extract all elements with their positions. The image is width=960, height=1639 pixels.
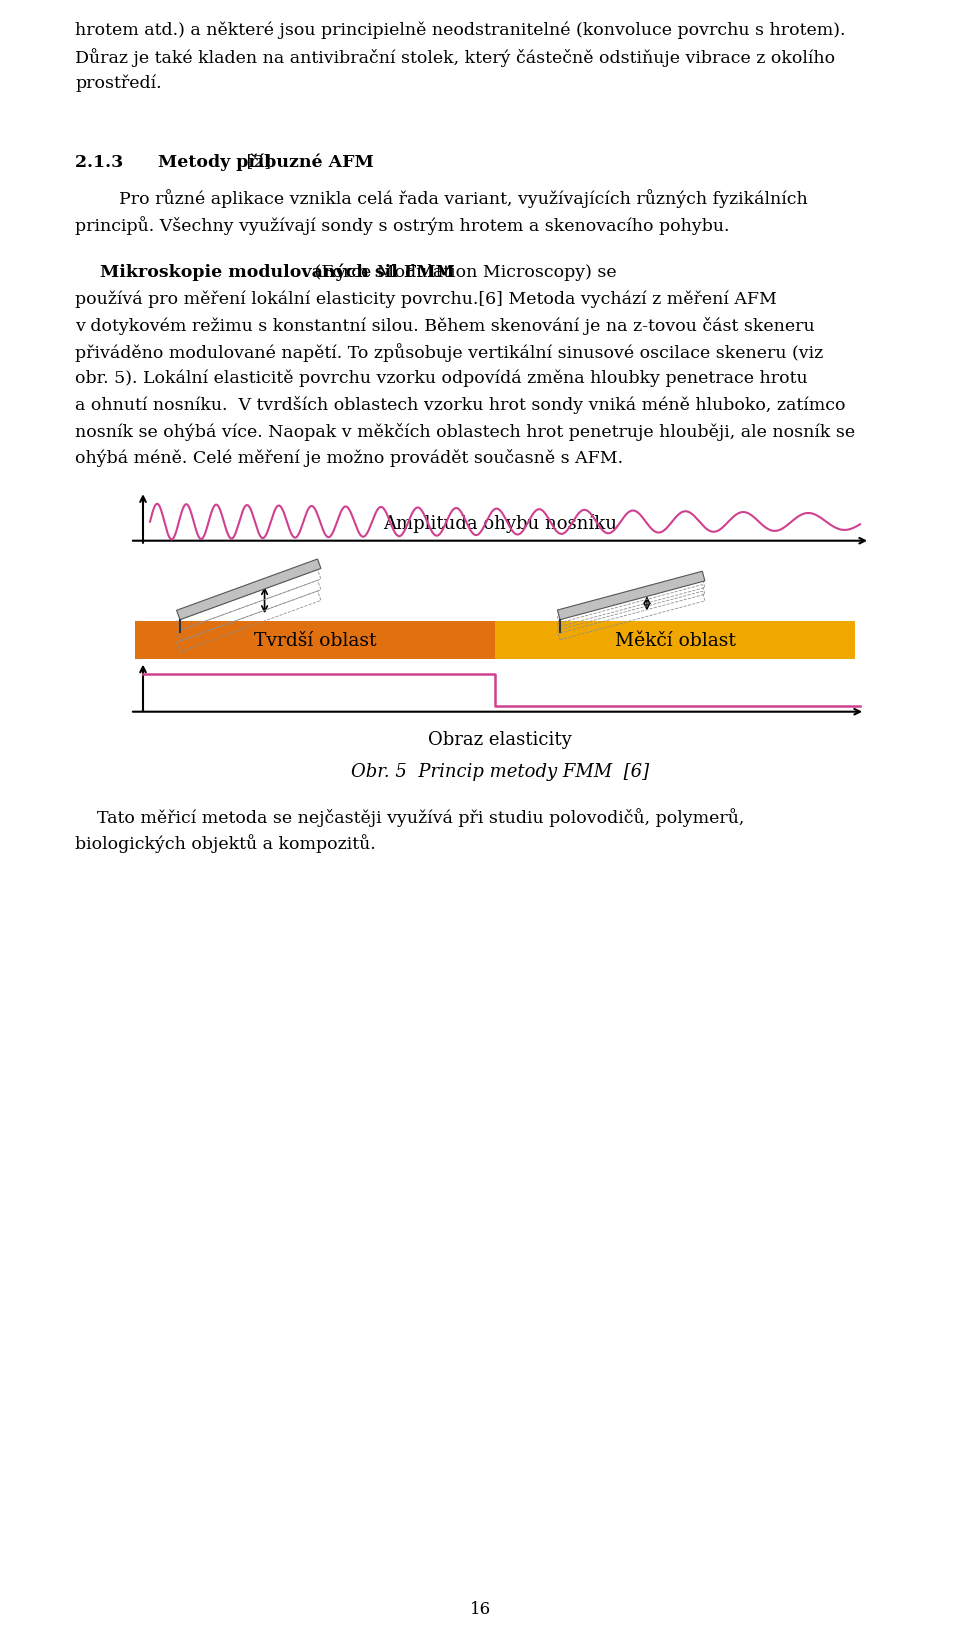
Text: (Force Modulation Microscopy) se: (Force Modulation Microscopy) se	[309, 264, 616, 280]
Text: Obr. 5  Princip metody FMM  [6]: Obr. 5 Princip metody FMM [6]	[351, 762, 649, 780]
Text: Tvrdší oblast: Tvrdší oblast	[253, 631, 376, 649]
Polygon shape	[558, 572, 705, 620]
Text: Amplituda ohybu nosníku: Amplituda ohybu nosníku	[383, 513, 617, 533]
Text: Mikroskopie modulovaných sil FMM: Mikroskopie modulovaných sil FMM	[100, 264, 455, 280]
Text: Obraz elasticity: Obraz elasticity	[428, 731, 572, 749]
Text: [2]: [2]	[241, 154, 271, 170]
Text: principů. Všechny využívají sondy s ostrým hrotem a skenovacího pohybu.: principů. Všechny využívají sondy s ostr…	[75, 216, 730, 234]
Text: ohýbá méně. Celé měření je možno provádět současně s AFM.: ohýbá méně. Celé měření je možno provádě…	[75, 449, 623, 467]
Text: Pro různé aplikace vznikla celá řada variant, využívajících různých fyzikálních: Pro různé aplikace vznikla celá řada var…	[75, 190, 807, 208]
Text: 16: 16	[469, 1600, 491, 1618]
Text: biologických objektů a kompozitů.: biologických objektů a kompozitů.	[75, 834, 375, 852]
Text: přiváděno modulované napětí. To způsobuje vertikální sinusové oscilace skeneru (: přiváděno modulované napětí. To způsobuj…	[75, 343, 824, 362]
Text: Měkčí oblast: Měkčí oblast	[614, 631, 735, 649]
Text: nosník se ohýbá více. Naopak v měkčích oblastech hrot penetruje hlouběji, ale no: nosník se ohýbá více. Naopak v měkčích o…	[75, 423, 855, 441]
Text: 2.1.3  Metody příbuzné AFM: 2.1.3 Metody příbuzné AFM	[75, 154, 373, 170]
Text: a ohnutí nosníku.  V tvrdších oblastech vzorku hrot sondy vniká méně hluboko, za: a ohnutí nosníku. V tvrdších oblastech v…	[75, 397, 846, 415]
Polygon shape	[177, 559, 321, 620]
Polygon shape	[135, 621, 495, 659]
Text: obr. 5). Lokální elasticitě povrchu vzorku odpovídá změna hloubky penetrace hrot: obr. 5). Lokální elasticitě povrchu vzor…	[75, 369, 807, 387]
Polygon shape	[495, 621, 855, 659]
Text: Důraz je také kladen na antivibrační stolek, který částečně odstiňuje vibrace z : Důraz je také kladen na antivibrační sto…	[75, 49, 835, 67]
Text: v dotykovém režimu s konstantní silou. Během skenování je na z-tovou část skener: v dotykovém režimu s konstantní silou. B…	[75, 316, 815, 334]
Text: prostředí.: prostředí.	[75, 75, 161, 92]
Text: hrotem atd.) a některé jsou principielně neodstranitelné (konvoluce povrchu s hr: hrotem atd.) a některé jsou principielně…	[75, 21, 846, 39]
Text: používá pro měření lokální elasticity povrchu.[6] Metoda vychází z měření AFM: používá pro měření lokální elasticity po…	[75, 290, 777, 308]
Text: Tato měřicí metoda se nejčastěji využívá při studiu polovodičů, polymerů,: Tato měřicí metoda se nejčastěji využívá…	[75, 808, 744, 826]
